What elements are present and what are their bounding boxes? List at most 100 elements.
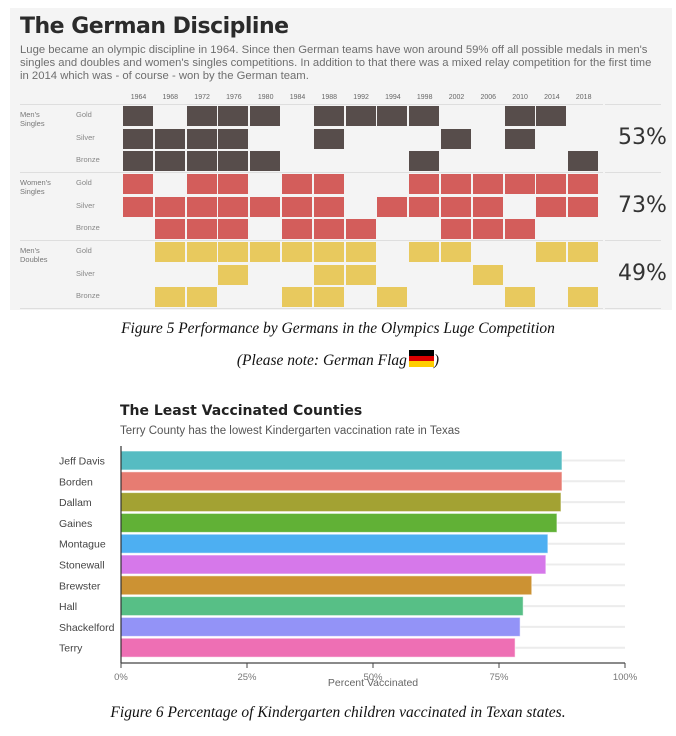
medal-label: Silver	[76, 268, 95, 278]
medal-cell	[568, 242, 599, 262]
group-label: Men's Singles	[20, 110, 45, 128]
medal-cell	[568, 196, 599, 217]
percent-separator	[605, 240, 661, 241]
flag-stripe-black	[408, 350, 434, 356]
group-separator	[20, 240, 603, 241]
medal-label: Bronze	[76, 223, 100, 233]
medal-cell	[282, 287, 312, 308]
medal-cell	[441, 219, 471, 240]
group-label: Women's Singles	[20, 178, 51, 196]
medal-cell	[123, 128, 153, 149]
bar-shackelford	[120, 616, 521, 637]
category-label: Montague	[59, 539, 106, 551]
medal-cell	[472, 196, 503, 217]
medal-label: Gold	[76, 110, 92, 119]
medal-cell	[504, 287, 535, 308]
bottom-separator	[20, 308, 603, 309]
percent-separator	[605, 104, 661, 105]
x-tick-label: 50%	[363, 672, 383, 680]
category-label: Dallam	[59, 497, 92, 509]
medal-cell	[282, 196, 312, 217]
medal-cell	[154, 128, 185, 149]
medal-cell	[536, 174, 567, 194]
category-label: Shackelford	[59, 622, 115, 634]
group-percent-label: 49%	[618, 261, 667, 286]
medal-cell	[186, 106, 217, 126]
medal-cell	[441, 174, 471, 194]
category-label: Brewster	[59, 580, 101, 592]
medal-cell	[282, 219, 312, 240]
year-label: 1972	[194, 94, 210, 101]
bar-brewster	[120, 575, 533, 596]
medal-cell	[250, 106, 281, 126]
medal-cell	[504, 106, 535, 126]
group-percent-label: 73%	[618, 193, 667, 218]
category-label: Jeff Davis	[59, 456, 105, 468]
bar-hall	[120, 596, 524, 617]
medal-cell	[186, 128, 217, 149]
medal-cell	[504, 128, 535, 149]
medal-cell	[409, 151, 440, 172]
x-tick-label: 100%	[613, 672, 638, 680]
year-label: 1964	[130, 94, 147, 101]
medal-cell	[409, 242, 440, 262]
year-label: 2014	[544, 94, 560, 101]
medal-cell	[377, 287, 408, 308]
medal-cell	[345, 106, 376, 126]
medal-cell	[186, 242, 217, 262]
luge-chart-description: Luge became an olympic discipline in 196…	[20, 44, 652, 82]
group-label: Men's Doubles	[20, 246, 48, 264]
medal-cell	[250, 151, 281, 172]
medal-cell	[568, 151, 599, 172]
medal-cell	[218, 106, 249, 126]
german-flag-icon	[408, 350, 434, 367]
medal-cell	[186, 219, 217, 240]
bar-montague	[120, 533, 549, 554]
medal-label: Gold	[76, 178, 92, 187]
figure5-note: (Please note: German Flag)	[0, 350, 676, 370]
medal-cell	[313, 106, 344, 126]
medal-cell	[536, 242, 567, 262]
medal-cell	[472, 219, 503, 240]
medal-cell	[154, 287, 185, 308]
medal-cell	[441, 242, 471, 262]
medal-cell	[377, 106, 408, 126]
year-label: 1976	[226, 94, 242, 101]
medal-cell	[250, 242, 281, 262]
category-label: Terry	[59, 643, 83, 655]
medal-label: Silver	[76, 200, 95, 210]
medal-cell	[568, 174, 599, 194]
medal-cell	[186, 287, 217, 308]
medal-cell	[218, 219, 249, 240]
medal-cell	[313, 219, 344, 240]
category-label: Stonewall	[59, 560, 105, 572]
medal-cell	[345, 219, 376, 240]
medal-cell	[218, 242, 249, 262]
bottom-percent-separator	[605, 308, 661, 309]
figure6-caption: Figure 6 Percentage of Kindergarten chil…	[110, 704, 566, 721]
bar-dallam	[120, 492, 562, 513]
medal-cell	[123, 151, 153, 172]
year-label: 1988	[321, 94, 338, 101]
medal-cell	[536, 106, 567, 126]
year-label: 1968	[162, 94, 179, 101]
x-tick-label: 25%	[237, 672, 257, 680]
medal-cell	[154, 242, 185, 262]
medal-cell	[218, 151, 249, 172]
year-label: 2006	[480, 94, 497, 101]
bar-gaines	[120, 512, 558, 533]
bar-terry	[120, 637, 516, 658]
flag-stripe-red	[408, 355, 434, 362]
medal-cell	[218, 128, 249, 149]
medal-cell	[441, 128, 471, 149]
vaccination-chart-title: The Least Vaccinated Counties	[120, 403, 363, 419]
medal-label: Gold	[76, 246, 92, 255]
medal-cell	[313, 264, 344, 285]
medal-cell	[313, 287, 344, 308]
figure5-caption: Figure 5 Performance by Germans in the O…	[121, 320, 555, 337]
medal-cell	[218, 264, 249, 285]
luge-chart-title: The German Discipline	[20, 14, 289, 39]
medal-label: Bronze	[76, 291, 100, 301]
group-separator	[20, 172, 603, 173]
medal-cell	[536, 196, 567, 217]
